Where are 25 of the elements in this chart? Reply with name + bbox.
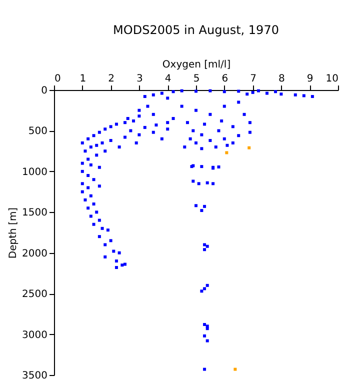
x-tick-label: 9	[306, 74, 314, 84]
x-tick-label: 4	[164, 74, 172, 84]
x-axis-title: Oxygen [ml/l]	[162, 60, 231, 70]
y-tick-label: 2500	[22, 289, 48, 300]
y-tick-label: 500	[28, 126, 48, 138]
point	[234, 368, 237, 371]
y-tick-label: 3500	[22, 370, 48, 382]
x-tick-label: 2	[108, 74, 114, 84]
point	[225, 151, 228, 154]
x-tick-label: 8	[278, 74, 285, 84]
y-tick-label: 0	[41, 86, 48, 96]
x-tick-label: 0	[54, 74, 61, 84]
y-tick-label: 1000	[22, 166, 48, 178]
y-tick-label: 2000	[22, 248, 48, 260]
chart-title: MODS2005 in August, 1970	[113, 23, 279, 37]
y-tick-label: 3000	[22, 330, 48, 341]
y-axis-title: Depth [m]	[8, 207, 20, 259]
x-tick-label: 1	[80, 74, 86, 84]
y-tick-label: 1500	[22, 208, 48, 219]
x-tick-label: 5	[193, 74, 200, 84]
point	[248, 146, 251, 150]
x-tick-label: 3	[136, 74, 143, 84]
x-tick-label: 6	[222, 74, 228, 84]
x-tick-label: 10	[326, 74, 338, 84]
x-tick-label: 7	[250, 74, 256, 84]
